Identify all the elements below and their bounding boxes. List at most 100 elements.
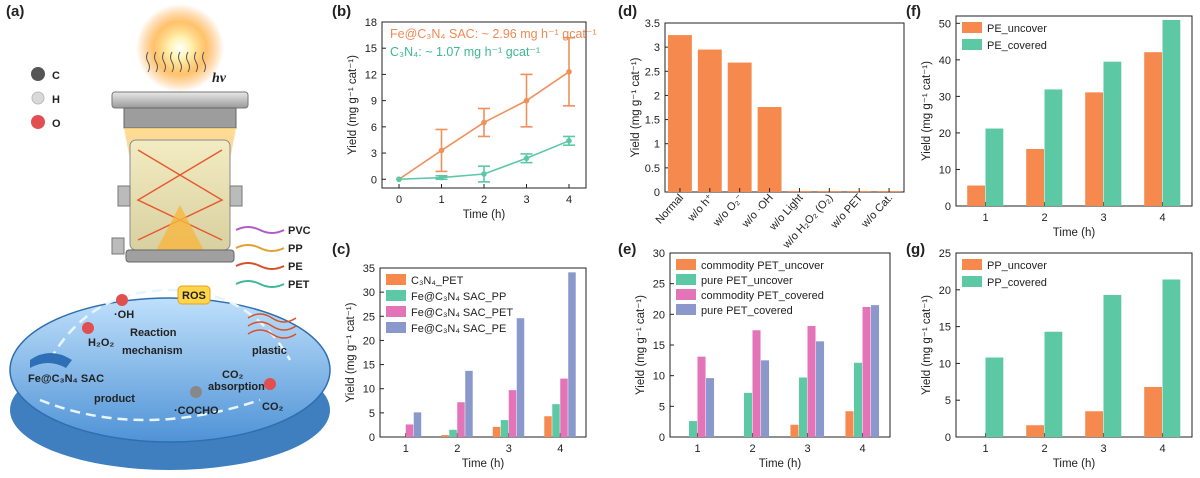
x-tick-label-g: 2 [1041, 443, 1047, 455]
bar-e-s2-c3 [862, 306, 871, 437]
plot-frame-f [955, 15, 1193, 207]
catalyst-label: Fe@C₃N₄ SAC [28, 373, 104, 385]
data-point-b-1 [438, 174, 445, 181]
x-axis-label-g: Time (h) [1053, 458, 1096, 470]
legend-label-g-0: PP_uncover [987, 260, 1047, 272]
legend-swatch-e-2 [676, 289, 696, 300]
bar-f-s0-c3 [1144, 52, 1162, 206]
bar-f-s0-c1 [1026, 149, 1044, 206]
schematic-panel: (a) C H O hv [6, 3, 331, 470]
atom-label-c: C [52, 70, 60, 82]
co2-molecule-icon [264, 378, 276, 390]
bar-e-s1-c2 [798, 377, 807, 437]
cocho-molecule-icon [190, 386, 202, 398]
data-point-b-0 [438, 147, 445, 154]
reaction-dish: ROS ·OH H₂O₂ Reaction mechanism plastic … [9, 285, 331, 470]
x-tick-label-b: 4 [566, 194, 572, 206]
data-point-b-0 [566, 69, 572, 75]
h2o2-molecule-icon [82, 322, 94, 334]
bar-e-s1-c1 [743, 392, 752, 437]
plastic-legend: PVC PP PE PET [235, 225, 311, 291]
bar-f-s1-c2 [1103, 61, 1122, 206]
x-tick-label-e: 2 [749, 443, 755, 455]
atom-label-o: O [52, 118, 61, 130]
plot-frame-c [379, 267, 587, 438]
reactor-vessel [111, 91, 249, 263]
y-tick-label-b: 9 [371, 96, 377, 108]
x-tick-label-b: 3 [523, 194, 529, 206]
bar-d-2 [727, 62, 752, 192]
y-tick-label-e: 30 [653, 248, 665, 260]
y-axis-label-f: Yield (mg g⁻¹ cat⁻¹) [921, 61, 933, 161]
legend-swatch-c-1 [386, 290, 406, 301]
legend-swatch-c-0 [386, 274, 406, 285]
y-axis-label-g: Yield (mg g⁻¹ cat⁻¹) [921, 295, 933, 395]
x-tick-label-f: 1 [982, 212, 988, 224]
bar-f-s1-c0 [985, 128, 1004, 206]
x-tick-label-c: 4 [557, 443, 563, 455]
legend-label-e-1: pure PET_uncover [701, 275, 793, 287]
x-tick-label-f: 3 [1100, 212, 1106, 224]
hydrogen-atom-icon [31, 91, 45, 105]
bar-c-s3-c0 [413, 412, 422, 437]
bar-e-s2-c0 [697, 356, 706, 437]
x-tick-label-f: 2 [1041, 212, 1047, 224]
x-tick-label-d: w/o Cat. [859, 192, 896, 231]
atom-legend: C H O [31, 67, 61, 130]
data-point-b-1 [396, 176, 402, 183]
bar-g-s1-c0 [985, 357, 1004, 437]
data-point-b-0 [481, 119, 487, 126]
legend-swatch-g-1 [962, 276, 982, 287]
y-tick-label-f: 20 [939, 128, 951, 140]
legend-label-c-3: Fe@C₃N₄ SAC_PE [411, 323, 506, 335]
y-tick-label-e: 0 [659, 432, 665, 444]
y-tick-label-c: 10 [363, 384, 375, 396]
chart-g: (g) 0 5 10 15 20 25 Yield (mg g⁻¹ cat⁻¹) Time (… [906, 241, 1193, 470]
bar-e-s3-c3 [871, 305, 880, 437]
legend-label-c-0: C₃N₄_PET [411, 275, 464, 287]
bar-c-s2-c0 [405, 424, 414, 437]
panel-label-d: (d) [618, 3, 637, 20]
y-tick-label-c: 15 [363, 360, 375, 372]
y-tick-label-e: 10 [653, 371, 665, 383]
y-tick-label-e: 20 [653, 309, 665, 321]
chart-d: (d) 0 0.5 1 1.5 2 2.5 3 3.5 Yield (mg g⁻¹ cat⁻¹)… [618, 3, 905, 252]
x-tick-label-c: 1 [403, 443, 409, 455]
oh-label: ·OH [114, 309, 134, 321]
bar-g-s1-c3 [1162, 279, 1181, 437]
x-axis-label-f: Time (h) [1053, 227, 1096, 239]
panel-label-e: (e) [618, 241, 636, 258]
y-tick-label-g: 0 [945, 432, 951, 444]
plastic-label-pp: PP [288, 243, 303, 255]
plastic-label-pvc: PVC [288, 225, 311, 237]
bar-c-s3-c3 [568, 272, 576, 437]
legend-label-f-1: PE_covered [987, 40, 1047, 52]
y-tick-label-f: 30 [939, 91, 951, 103]
x-tick-label-c: 3 [506, 443, 512, 455]
y-tick-label-d: 3 [654, 42, 660, 54]
bar-c-s2-c2 [508, 390, 517, 437]
co2-absorption-label-line2: absorption [208, 381, 265, 393]
pvc-strand-icon [235, 226, 285, 234]
bar-g-s0-c1 [1026, 425, 1044, 437]
bar-f-s1-c1 [1044, 89, 1063, 206]
bar-c-s1-c3 [552, 404, 560, 437]
panel-label-b: (b) [332, 3, 351, 20]
y-tick-label-f: 50 [939, 18, 951, 30]
bar-c-s0-c2 [492, 426, 501, 437]
x-tick-label-g: 3 [1100, 443, 1106, 455]
x-tick-label-g: 4 [1159, 443, 1165, 455]
legend-label-c-2: Fe@C₃N₄ SAC_PET [411, 307, 513, 319]
oxygen-atom-icon [31, 115, 45, 129]
bar-f-s0-c2 [1085, 92, 1103, 206]
y-tick-label-c: 35 [363, 263, 375, 275]
bar-e-s2-c2 [807, 325, 816, 437]
x-tick-label-f: 4 [1159, 212, 1165, 224]
catalyst-sheet-icon [30, 353, 72, 368]
x-axis-label-c: Time (h) [462, 458, 505, 470]
plastic-label-pe: PE [288, 261, 303, 273]
bar-e-s3-c2 [816, 341, 825, 437]
y-tick-label-g: 5 [945, 395, 951, 407]
legend-label-f-0: PE_uncover [987, 23, 1047, 35]
legend-label-g-1: PP_covered [987, 277, 1047, 289]
